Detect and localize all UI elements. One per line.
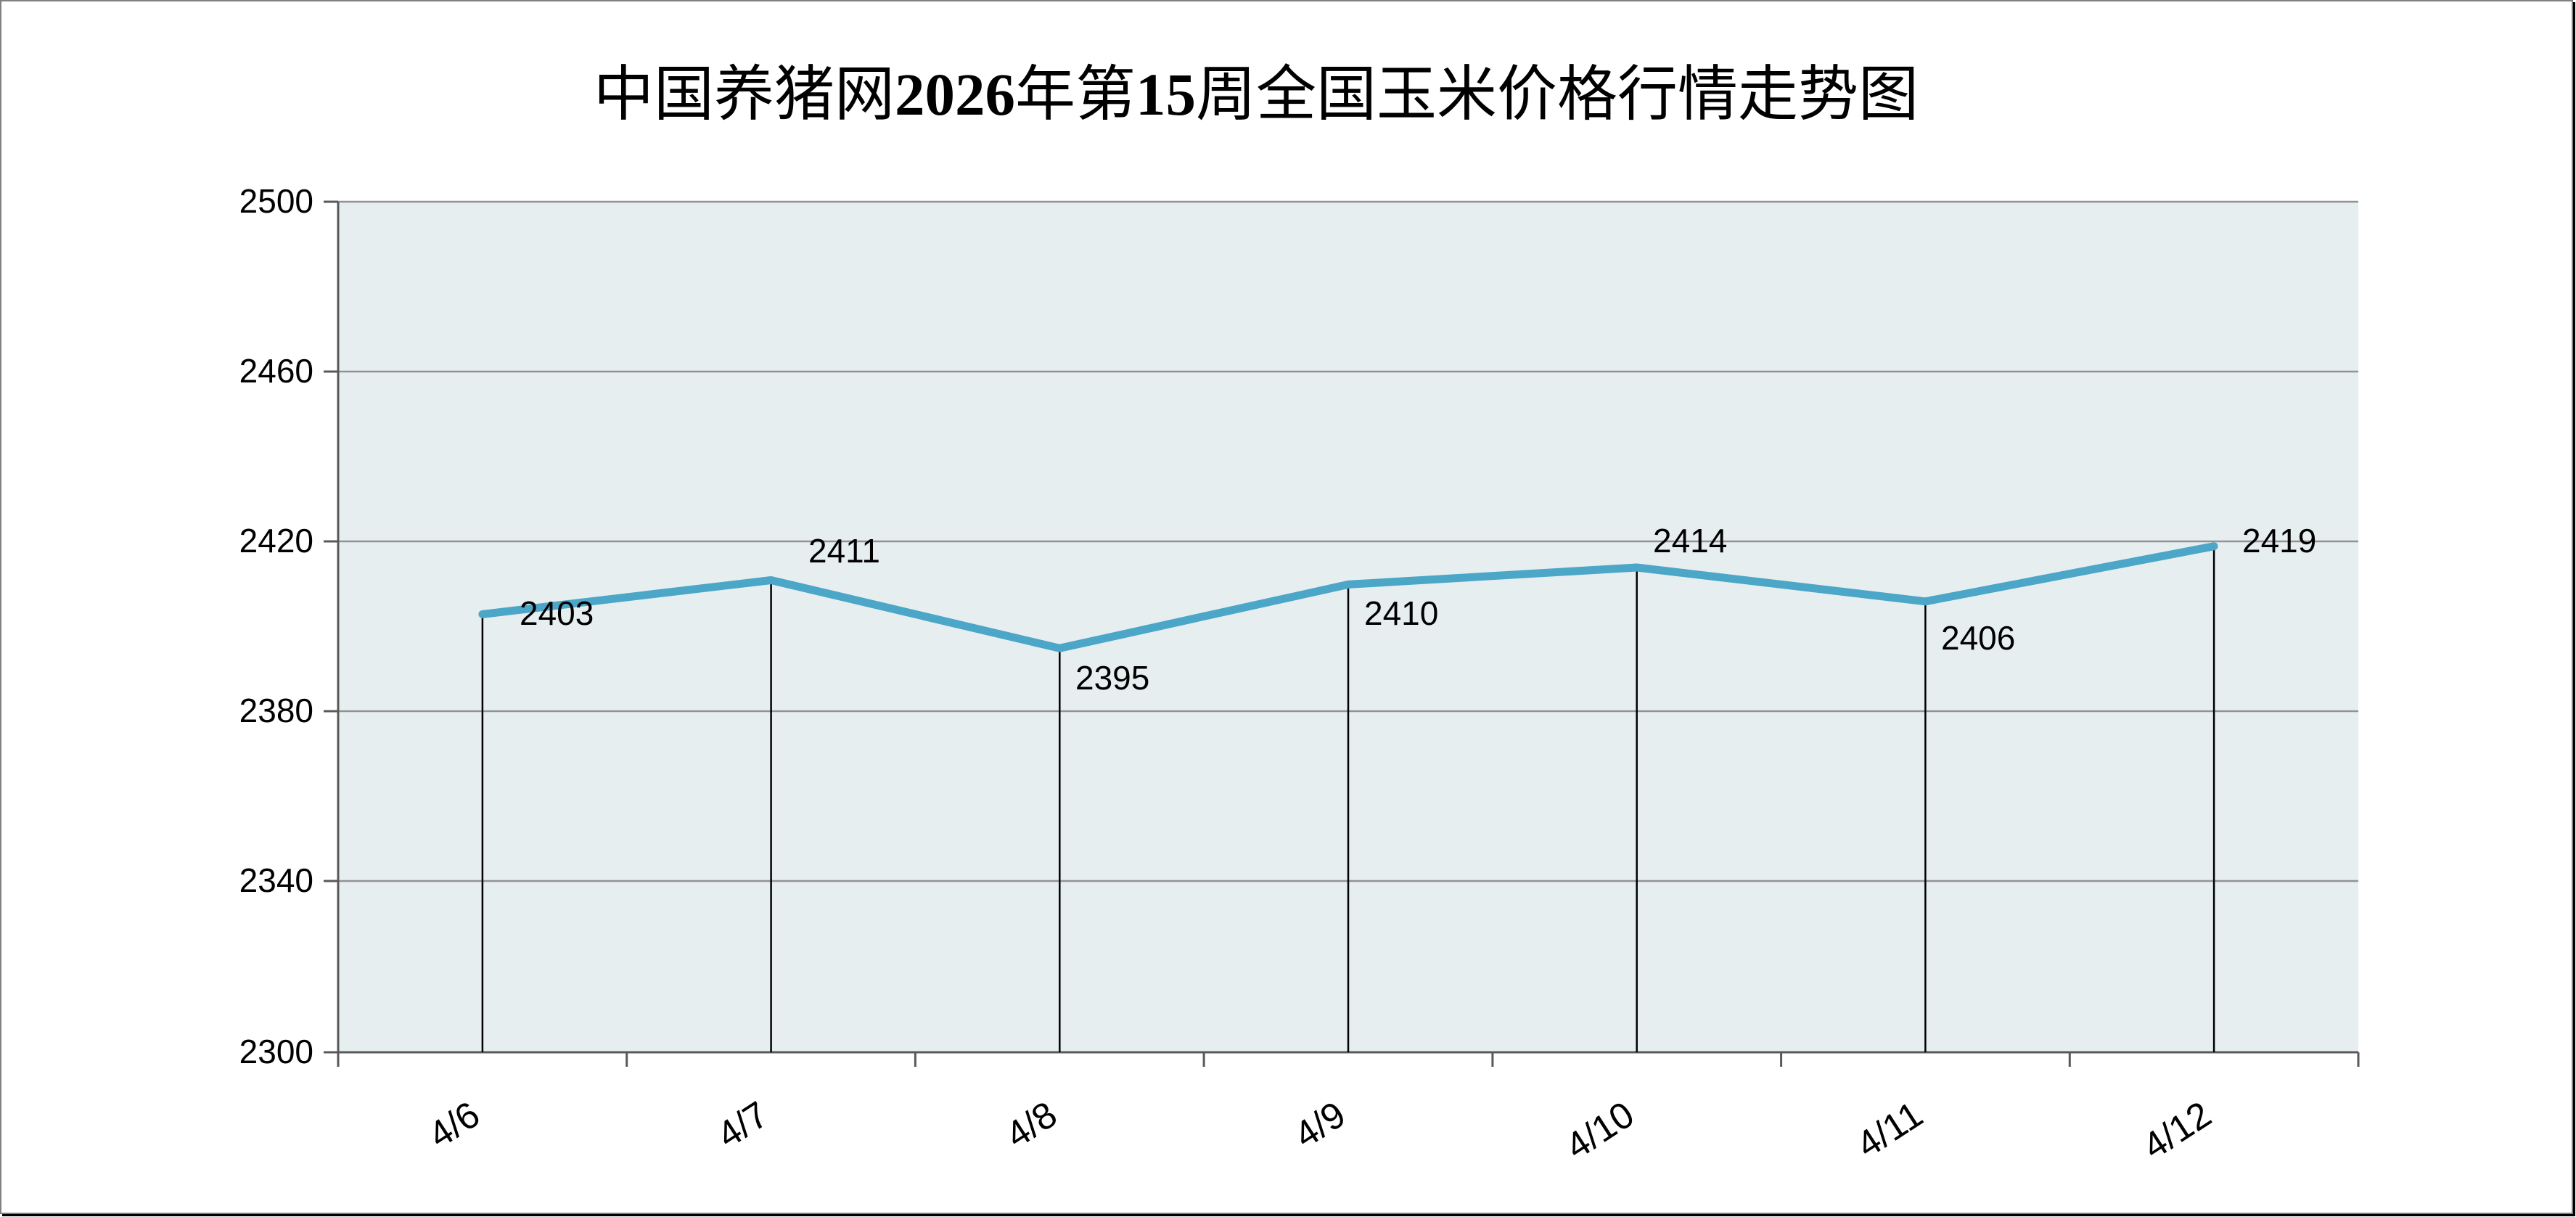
svg-text:2500: 2500 <box>239 182 313 220</box>
svg-text:2410: 2410 <box>1364 594 1438 632</box>
svg-text:4/11: 4/11 <box>1849 1093 1929 1165</box>
svg-text:4/9: 4/9 <box>1287 1093 1353 1155</box>
svg-text:2420: 2420 <box>239 522 313 560</box>
svg-text:2414: 2414 <box>1653 522 1727 560</box>
svg-text:4/7: 4/7 <box>710 1093 776 1155</box>
svg-text:2460: 2460 <box>239 352 313 390</box>
svg-text:2419: 2419 <box>2242 522 2316 560</box>
svg-text:4/8: 4/8 <box>998 1093 1065 1155</box>
svg-text:2380: 2380 <box>239 692 313 729</box>
svg-text:2403: 2403 <box>520 594 594 632</box>
svg-text:4/10: 4/10 <box>1558 1093 1641 1167</box>
svg-text:4/12: 4/12 <box>2136 1093 2218 1167</box>
svg-text:2300: 2300 <box>239 1033 313 1070</box>
svg-text:2411: 2411 <box>808 532 880 570</box>
svg-text:2395: 2395 <box>1075 659 1149 697</box>
svg-text:2406: 2406 <box>1941 619 2015 657</box>
svg-text:2340: 2340 <box>239 861 313 899</box>
svg-text:4/6: 4/6 <box>421 1093 487 1155</box>
